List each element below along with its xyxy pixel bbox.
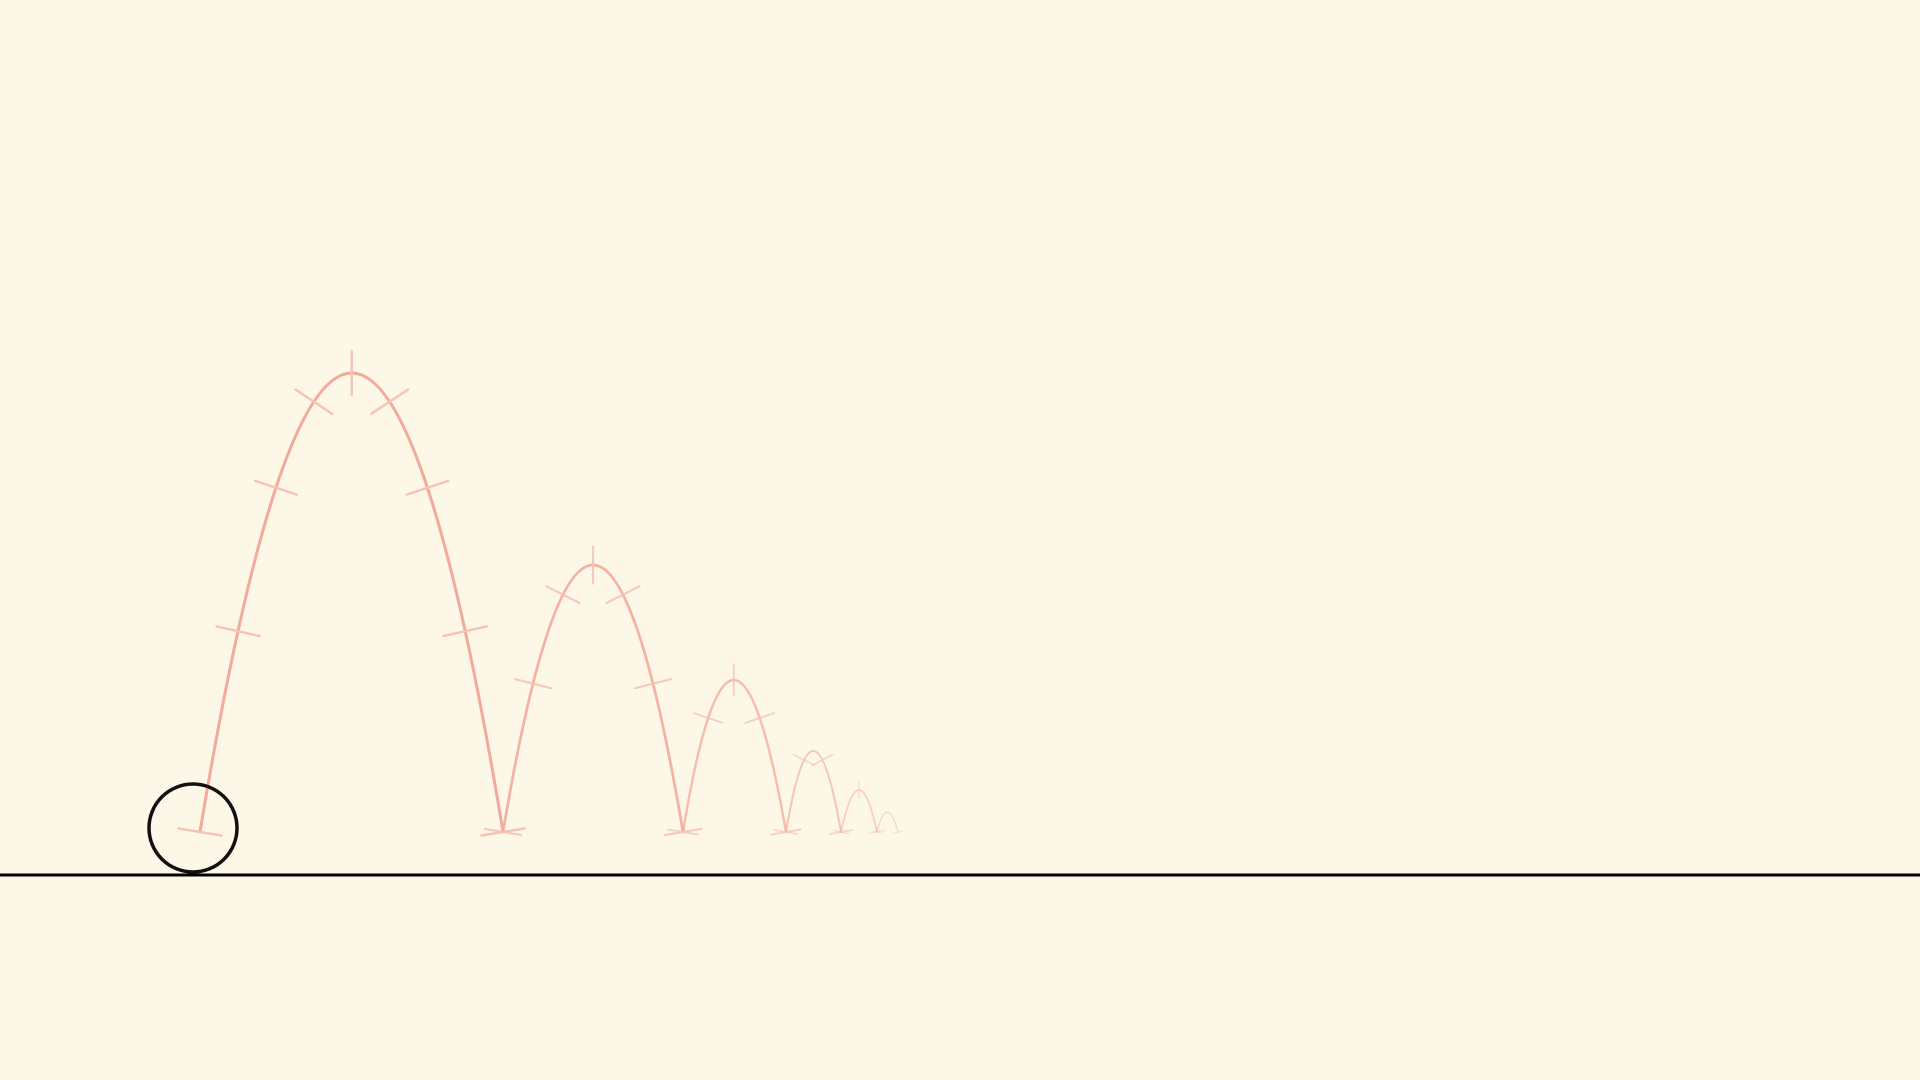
spacing-tick (405, 479, 450, 496)
spacing-tick (370, 388, 410, 416)
spacing-tick (545, 585, 581, 605)
bounce-trajectory (177, 349, 904, 837)
spacing-tick (744, 712, 775, 724)
spacing-tick (667, 828, 699, 836)
spacing-tick (177, 827, 223, 837)
spacing-tick (483, 827, 523, 837)
spacing-tick (215, 625, 261, 638)
spacing-tick (513, 678, 553, 690)
spacing-tick (868, 829, 886, 835)
bounce-arc (784, 749, 843, 834)
spacing-tick (892, 830, 904, 834)
spacing-tick (633, 678, 673, 690)
spacing-tick (253, 479, 299, 496)
spacing-tick (693, 712, 724, 724)
spacing-tick (294, 388, 334, 416)
spacing-tick (871, 830, 883, 834)
spacing-tick (442, 625, 488, 638)
spacing-tick (811, 753, 834, 767)
spacing-tick (793, 753, 816, 767)
spacing-tick (832, 829, 850, 835)
ball (147, 782, 239, 874)
spacing-tick (605, 585, 641, 605)
bounce-arc (876, 811, 899, 833)
spacing-tick (773, 829, 799, 835)
